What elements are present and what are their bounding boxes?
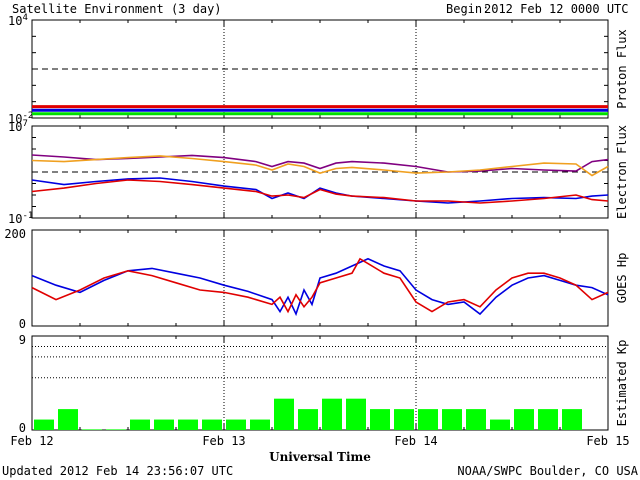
begin-label: Begin:: [446, 2, 489, 16]
panel-goes-hp: 200 0 GOES Hp: [4, 227, 629, 331]
updated-text: Updated 2012 Feb 14 23:56:07 UTC: [2, 464, 233, 478]
series-line-orange: [31, 155, 609, 177]
panel-electron: 107 10-1 Electron Flux: [8, 119, 629, 226]
kp-bar: [538, 409, 558, 430]
y-tick-label: 104: [8, 13, 28, 28]
kp-bar: [370, 409, 390, 430]
series-line-red: [31, 257, 609, 314]
kp-bar: [226, 419, 246, 430]
series-line-blue: [31, 257, 609, 317]
panel-frame: [31, 335, 609, 431]
kp-bar: [82, 429, 102, 430]
y-tick-label: 200: [4, 227, 26, 241]
x-tick-label: Feb 15: [586, 434, 629, 448]
kp-bar: [154, 419, 174, 430]
kp-bar: [106, 429, 126, 430]
panel-frame: [31, 125, 609, 219]
kp-bar: [514, 409, 534, 430]
x-axis-label: Universal Time: [269, 450, 371, 464]
y-axis-label: Estimated Kp: [615, 340, 629, 427]
kp-bar: [34, 419, 54, 430]
y-axis-label: Proton Flux: [615, 29, 629, 108]
panel-frame: [31, 19, 609, 119]
x-tick-label: Feb 13: [202, 434, 245, 448]
kp-bar: [298, 409, 318, 430]
y-tick-label: 10-1: [8, 211, 33, 226]
kp-bar: [346, 398, 366, 430]
kp-bar: [466, 409, 486, 430]
credit-text: NOAA/SWPC Boulder, CO USA: [457, 464, 638, 478]
series-line-red: [31, 179, 609, 204]
kp-bar: [250, 419, 270, 430]
panel-kp: 9 0 Estimated Kp: [19, 333, 629, 435]
kp-bar: [58, 409, 78, 430]
kp-bar: [562, 409, 582, 430]
kp-bar: [442, 409, 462, 430]
kp-bar: [322, 398, 342, 430]
begin-value: 2012 Feb 12 0000 UTC: [484, 2, 629, 16]
kp-bar: [490, 419, 510, 430]
series-line-blue: [31, 177, 609, 204]
kp-bar: [394, 409, 414, 430]
x-tick-label: Feb 12: [10, 434, 53, 448]
x-tick-label: Feb 14: [394, 434, 437, 448]
y-axis-label: GOES Hp: [615, 253, 629, 304]
kp-bar: [130, 419, 150, 430]
kp-bar: [418, 409, 438, 430]
y-axis-label: Electron Flux: [615, 125, 629, 219]
series-line-purple: [31, 154, 609, 173]
kp-bar: [202, 419, 222, 430]
y-tick-label: 107: [8, 119, 28, 134]
chart-title: Satellite Environment (3 day): [12, 2, 222, 16]
y-tick-label: 9: [19, 333, 26, 347]
y-tick-label: 0: [19, 421, 26, 435]
panel-proton: 104 10-2 Proton Flux: [8, 13, 629, 126]
y-tick-label: 0: [19, 317, 26, 331]
kp-bar: [274, 398, 294, 430]
kp-bar: [178, 419, 198, 430]
y-tick-label: 10-2: [8, 111, 33, 126]
